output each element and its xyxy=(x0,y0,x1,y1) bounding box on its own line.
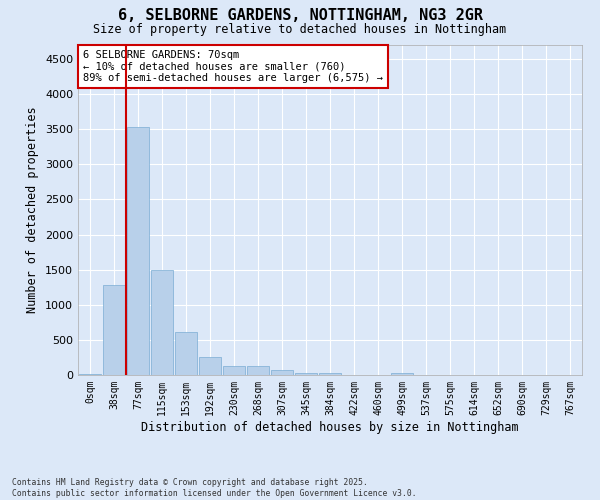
Text: 6 SELBORNE GARDENS: 70sqm
← 10% of detached houses are smaller (760)
89% of semi: 6 SELBORNE GARDENS: 70sqm ← 10% of detac… xyxy=(83,50,383,83)
Text: Size of property relative to detached houses in Nottingham: Size of property relative to detached ho… xyxy=(94,22,506,36)
Bar xyxy=(247,366,269,375)
Text: 6, SELBORNE GARDENS, NOTTINGHAM, NG3 2GR: 6, SELBORNE GARDENS, NOTTINGHAM, NG3 2GR xyxy=(118,8,482,22)
Y-axis label: Number of detached properties: Number of detached properties xyxy=(26,106,40,314)
X-axis label: Distribution of detached houses by size in Nottingham: Distribution of detached houses by size … xyxy=(141,420,519,434)
Bar xyxy=(127,127,149,375)
Bar xyxy=(199,357,221,375)
Bar xyxy=(175,332,197,375)
Bar xyxy=(271,370,293,375)
Bar xyxy=(151,270,173,375)
Bar xyxy=(391,372,413,375)
Bar xyxy=(295,373,317,375)
Bar xyxy=(79,374,101,375)
Bar xyxy=(319,373,341,375)
Bar xyxy=(103,285,125,375)
Text: Contains HM Land Registry data © Crown copyright and database right 2025.
Contai: Contains HM Land Registry data © Crown c… xyxy=(12,478,416,498)
Bar xyxy=(223,366,245,375)
